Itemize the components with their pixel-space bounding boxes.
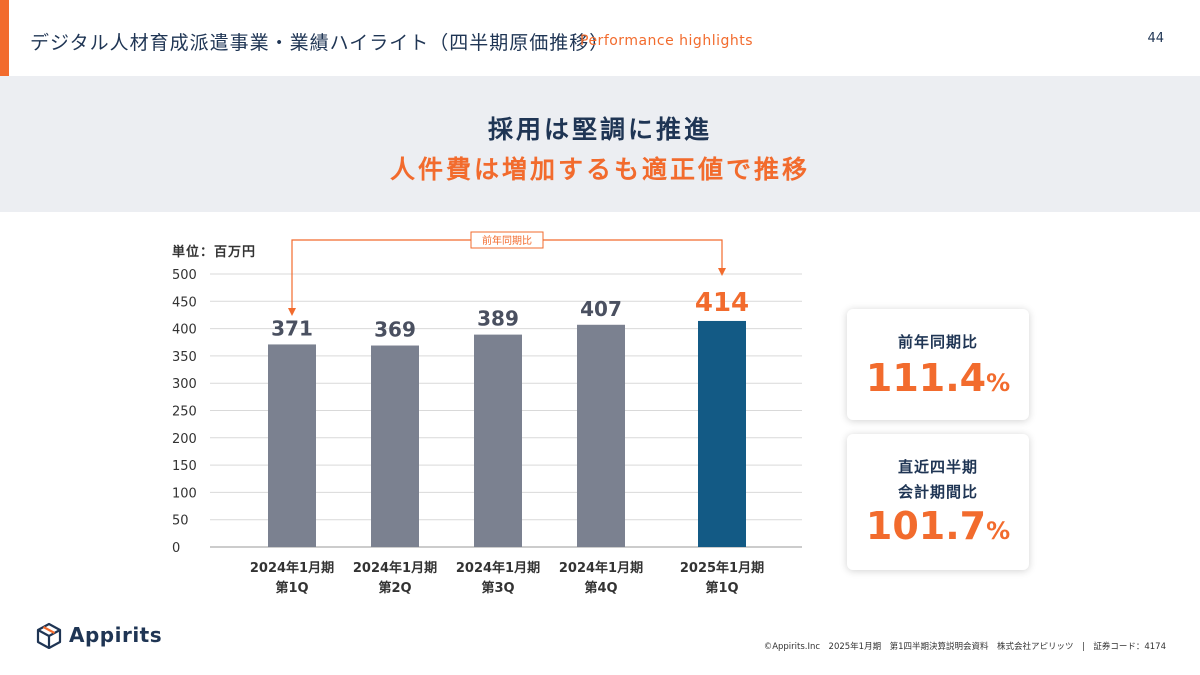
x-tick-label-quarter: 第4Q	[584, 580, 617, 596]
y-tick-label: 0	[172, 541, 180, 556]
bar	[371, 345, 419, 547]
bar	[698, 320, 746, 547]
y-tick-label: 500	[172, 268, 197, 283]
bar-value-label: 369	[374, 318, 416, 342]
chart-unit-label: 単位：百万円	[172, 245, 257, 260]
x-tick-label-year: 2024年1月期	[456, 560, 540, 576]
qoq-card: 直近四半期 会計期間比 101.7%	[847, 434, 1029, 570]
x-tick-label-quarter: 第3Q	[481, 580, 514, 596]
box-icon	[36, 622, 62, 649]
page-title: デジタル人材育成派遣事業・業績ハイライト（四半期原価推移）	[30, 32, 610, 54]
yoy-card-value: 111.4%	[847, 356, 1029, 400]
logo-text: Appirits	[69, 623, 163, 647]
qoq-value-unit: %	[986, 517, 1011, 545]
y-tick-label: 250	[172, 405, 197, 420]
footer-text: ©Appirits.Inc 2025年1月期 第1四半期決算説明会資料 株式会社…	[763, 642, 1166, 652]
bar-value-label: 414	[695, 288, 749, 318]
qoq-card-label-2: 会計期間比	[897, 483, 978, 501]
annotation-label: 前年同期比	[482, 234, 532, 247]
y-tick-label: 100	[172, 486, 197, 501]
annotation-box	[470, 231, 544, 249]
headline-banner	[0, 76, 1200, 212]
bar	[577, 324, 625, 547]
y-tick-label: 350	[172, 350, 197, 365]
x-tick-label-quarter: 第1Q	[705, 580, 738, 596]
headline-line-2: 人件費は増加するも適正値で推移	[389, 155, 810, 184]
header-accent-bar	[0, 0, 9, 76]
bar	[268, 344, 316, 547]
page-subtitle: Performance highlights	[580, 33, 754, 49]
arrow-down-icon	[288, 308, 296, 316]
qoq-card-label-1: 直近四半期	[897, 458, 978, 476]
x-tick-label-quarter: 第2Q	[378, 580, 411, 596]
yoy-value-unit: %	[986, 369, 1011, 397]
y-tick-label: 450	[172, 295, 197, 310]
yoy-card: 前年同期比 111.4%	[847, 309, 1029, 420]
headline-line-1: 採用は堅調に推進	[487, 115, 712, 144]
x-tick-label-year: 2025年1月期	[680, 560, 764, 576]
y-tick-label: 300	[172, 377, 197, 392]
bar-value-label: 407	[580, 297, 622, 321]
annotation-bracket	[291, 239, 723, 310]
x-tick-label-year: 2024年1月期	[250, 560, 334, 576]
x-tick-label-quarter: 第1Q	[275, 580, 308, 596]
y-tick-label: 400	[172, 323, 197, 338]
yoy-card-label: 前年同期比	[897, 333, 978, 351]
page-number: 44	[1147, 31, 1164, 46]
y-tick-label: 150	[172, 459, 197, 474]
x-tick-label-year: 2024年1月期	[559, 560, 643, 576]
qoq-card-value: 101.7%	[847, 504, 1029, 548]
yoy-value-number: 111.4	[865, 356, 987, 400]
bar	[474, 334, 522, 547]
y-tick-label: 50	[172, 514, 189, 529]
bar-value-label: 371	[271, 316, 313, 340]
bar-value-label: 389	[477, 307, 519, 331]
company-logo: Appirits	[35, 621, 162, 649]
arrow-down-icon	[718, 268, 726, 276]
qoq-value-number: 101.7	[865, 504, 987, 548]
x-tick-label-year: 2024年1月期	[353, 560, 437, 576]
y-tick-label: 200	[172, 432, 197, 447]
